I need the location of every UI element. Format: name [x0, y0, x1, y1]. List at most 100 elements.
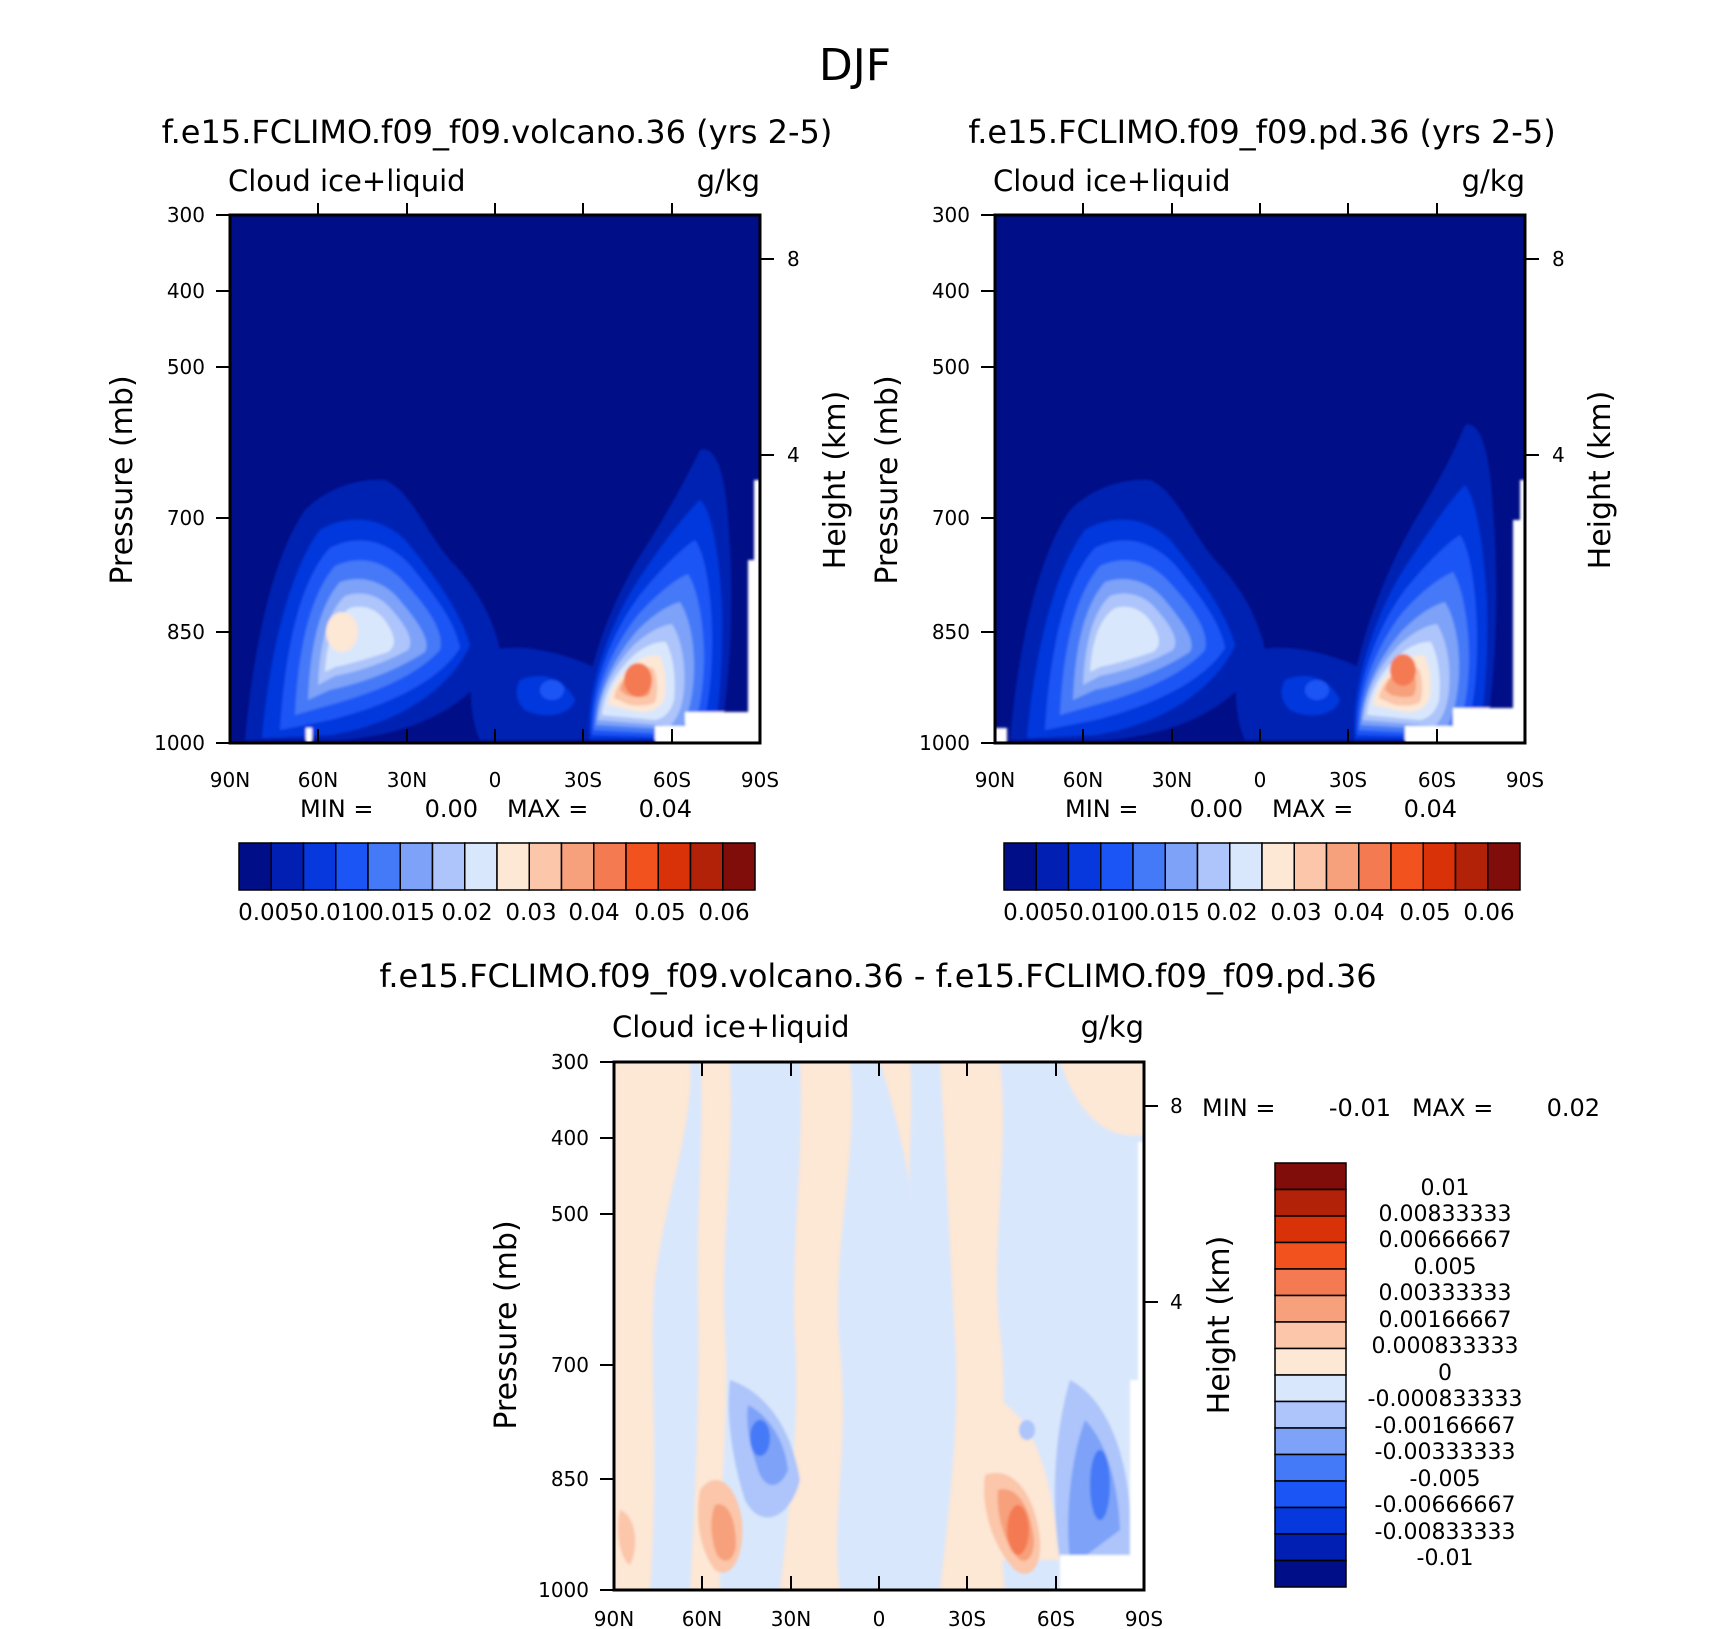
- colorbar-swatch: [1164, 842, 1199, 891]
- panel-title: f.e15.FCLIMO.f09_f09.volcano.36 - f.e15.…: [379, 957, 1376, 995]
- min-label: MIN =: [1065, 795, 1138, 823]
- y-axis: [216, 214, 230, 744]
- colorbar-label: 0.01: [1421, 1176, 1470, 1201]
- y-tick-labels: 300 400 500 700 850 1000: [538, 1050, 589, 1602]
- colorbar-swatch: [1274, 1294, 1347, 1323]
- colorbar-swatch: [1274, 1215, 1347, 1244]
- min-label: MIN =: [300, 795, 373, 823]
- y-tick-label: 850: [167, 620, 205, 644]
- max-value: 0.04: [1404, 795, 1457, 823]
- y2-axis: [760, 258, 774, 456]
- y2-tick-label: 8: [1170, 1094, 1183, 1118]
- y-tick-label: 850: [932, 620, 970, 644]
- colorbar-label: -0.00166667: [1375, 1414, 1516, 1439]
- panel-title: f.e15.FCLIMO.f09_f09.pd.36 (yrs 2-5): [968, 113, 1555, 151]
- panel-difference: f.e15.FCLIMO.f09_f09.volcano.36 - f.e15.…: [379, 957, 1600, 1629]
- colorbar-label: 0.02: [441, 900, 492, 926]
- colorbar-label: 0.02: [1206, 900, 1257, 926]
- colorbar-swatch: [1274, 1241, 1347, 1270]
- x-tick-label: 60N: [1063, 768, 1103, 792]
- colorbar-swatch: [1274, 1374, 1347, 1403]
- colorbar-swatch: [1293, 842, 1328, 891]
- panel-volcano: f.e15.FCLIMO.f09_f09.volcano.36 (yrs 2-5…: [105, 113, 853, 926]
- colorbar-labels: 0.01 0.00833333 0.00666667 0.005 0.00333…: [1368, 1176, 1523, 1571]
- x-tick-label: 0: [873, 1607, 886, 1629]
- max-label: MAX =: [1272, 795, 1353, 823]
- colorbar-swatch: [1100, 842, 1134, 891]
- y-tick-labels: 300 400 500 700 850 1000: [919, 203, 970, 755]
- colorbar-label: -0.00666667: [1375, 1493, 1516, 1518]
- contour-fill: [614, 1062, 1144, 1590]
- min-value: 0.00: [425, 795, 478, 823]
- colorbar-swatch: [1422, 842, 1457, 891]
- colorbar-label: 0.00333333: [1379, 1281, 1512, 1306]
- y-axis: [600, 1061, 614, 1591]
- x-tick-label: 90S: [1506, 768, 1544, 792]
- x-tick-label: 30N: [387, 768, 427, 792]
- y-axis-title: Pressure (mb): [870, 375, 905, 584]
- colorbar-label: 0.005: [1003, 900, 1069, 926]
- y2-tick-label: 4: [787, 443, 800, 467]
- x-tick-label: 90S: [741, 768, 779, 792]
- contour-fill: [245, 449, 760, 743]
- colorbar-swatch: [464, 842, 498, 891]
- y-axis: [981, 214, 995, 744]
- colorbar-label: -0.00333333: [1375, 1440, 1516, 1465]
- y2-tick-label: 4: [1170, 1290, 1183, 1314]
- x-tick-label: 30S: [1329, 768, 1367, 792]
- colorbar-label: 0.00833333: [1379, 1202, 1512, 1227]
- colorbar-swatch: [1274, 1321, 1347, 1350]
- colorbar: [1274, 1162, 1347, 1588]
- colorbar: [238, 842, 756, 891]
- x-tick-label: 90S: [1125, 1607, 1163, 1629]
- colorbar-label: 0.05: [634, 900, 685, 926]
- plot-area: [612, 1060, 1146, 1592]
- colorbar-swatch: [270, 842, 305, 891]
- y-tick-label: 500: [932, 355, 970, 379]
- contour-fill: [995, 424, 1525, 743]
- x-tick-label: 60N: [682, 1607, 722, 1629]
- y-tick-label: 400: [932, 279, 970, 303]
- colorbar-labels: 0.005 0.010 0.015 0.02 0.03 0.04 0.05 0.…: [238, 900, 750, 926]
- y-tick-label: 500: [167, 355, 205, 379]
- left-string: Cloud ice+liquid: [228, 164, 466, 198]
- colorbar-swatch: [399, 842, 434, 891]
- y-axis-title: Pressure (mb): [489, 1220, 524, 1429]
- figure-title: DJF: [819, 40, 891, 91]
- y2-tick-label: 8: [787, 247, 800, 271]
- colorbar-label: 0.03: [505, 900, 556, 926]
- x-tick-label: 60S: [653, 768, 691, 792]
- y2-axis-title: Height (km): [1202, 1236, 1237, 1415]
- y-tick-label: 500: [551, 1202, 589, 1226]
- max-value: 0.04: [639, 795, 692, 823]
- colorbar-label: 0.010: [304, 900, 370, 926]
- x-tick-label: 0: [1254, 768, 1267, 792]
- colorbar-label: 0.010: [1069, 900, 1135, 926]
- colorbar-swatch: [1487, 842, 1521, 891]
- colorbar-swatch: [1261, 842, 1295, 891]
- colorbar-label: 0.03: [1270, 900, 1321, 926]
- panel-title: f.e15.FCLIMO.f09_f09.volcano.36 (yrs 2-5…: [162, 113, 833, 151]
- colorbar-label: -0.01: [1417, 1546, 1474, 1571]
- colorbar-swatch: [1274, 1400, 1347, 1429]
- y-tick-label: 400: [551, 1126, 589, 1150]
- colorbar-swatch: [1274, 1427, 1347, 1456]
- colorbar-label: 0.00166667: [1379, 1308, 1512, 1333]
- colorbar-label: 0.05: [1399, 900, 1450, 926]
- x-tick-label: 90N: [594, 1607, 634, 1629]
- colorbar-label: 0.06: [1463, 900, 1514, 926]
- colorbar-swatch: [302, 842, 337, 891]
- x-axis: [229, 203, 761, 743]
- x-tick-label: 30S: [564, 768, 602, 792]
- x-tick-label: 30N: [771, 1607, 811, 1629]
- plot-area: [993, 213, 1527, 745]
- colorbar-swatch: [560, 842, 595, 891]
- min-value: -0.01: [1329, 1094, 1391, 1122]
- colorbar-swatch: [1274, 1506, 1347, 1535]
- colorbar-swatch: [431, 842, 466, 891]
- x-tick-labels: 90N 60N 30N 0 30S 60S 90S: [975, 768, 1544, 792]
- colorbar-swatch: [1229, 842, 1263, 891]
- colorbar-swatch: [1274, 1480, 1347, 1509]
- y-tick-label: 300: [932, 203, 970, 227]
- colorbar-label: 0.015: [1134, 900, 1200, 926]
